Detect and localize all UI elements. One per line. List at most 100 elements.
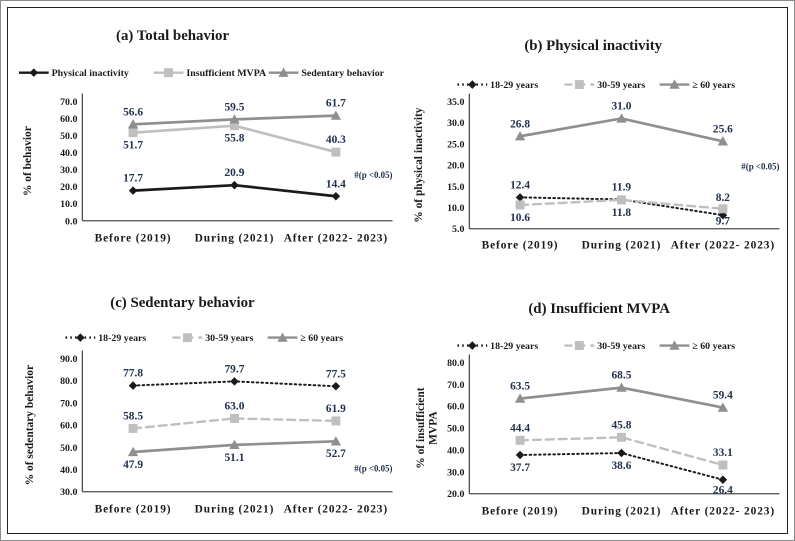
data-point-marker (515, 193, 524, 202)
y-tick-label: 60.0 (60, 420, 77, 431)
data-label: 8.2 (715, 192, 730, 204)
legend-item: 30-59 years (563, 80, 645, 91)
triangle-legend-icon (277, 331, 288, 342)
x-category-label: Before (2019) (95, 503, 172, 515)
data-label: 63.5 (510, 380, 530, 392)
y-tick-label: 35.0 (447, 97, 464, 108)
data-point-marker (330, 435, 342, 445)
y-tick-label: 5.0 (452, 224, 464, 235)
data-point-marker (230, 413, 239, 423)
legend-label: 18-29 years (490, 341, 538, 352)
legend-label: 30-59 years (205, 333, 253, 344)
data-label: 37.7 (510, 461, 530, 473)
data-point-marker (127, 119, 139, 129)
diamond-legend-icon (467, 340, 477, 350)
legend-item: 18-29 years (65, 333, 146, 344)
legend-label: Physical inactivity (52, 68, 129, 79)
data-label: 33.1 (712, 447, 732, 459)
data-label: 51.1 (225, 451, 245, 463)
y-axis-label: % of insufficient (414, 387, 426, 468)
data-label: 11.8 (611, 207, 631, 219)
x-category-label: After (2022- 2023) (284, 233, 388, 245)
y-axis-label: % of behavior (22, 126, 34, 196)
panel-b-physical-inactivity: (b) Physical inactivity 18-29 years 30-59 … (412, 38, 779, 252)
x-category-label: Before (2019) (95, 233, 172, 245)
data-label: 31.0 (611, 100, 631, 112)
square-legend-icon (164, 68, 174, 78)
legend-item: Sedentary behavior (268, 67, 385, 79)
panel-a-total-behavior: (a) Total behavior Physical inactivity Ins… (18, 28, 393, 245)
data-label: 59.5 (225, 101, 245, 113)
y-tick-label: 80.0 (447, 357, 464, 368)
data-point-marker (515, 200, 525, 210)
data-label: 11.9 (611, 182, 631, 194)
data-label: 25.6 (712, 123, 732, 135)
legend-label: ≥ 60 years (692, 80, 735, 91)
data-label: 52.7 (326, 448, 346, 460)
panel-title: (c) Sedentary behavior (110, 294, 255, 310)
data-label: 56.6 (123, 106, 143, 118)
data-label: 59.4 (712, 389, 732, 401)
data-point-marker (514, 131, 525, 141)
data-point-marker (128, 380, 138, 390)
panel-title: (a) Total behavior (116, 28, 229, 44)
data-point-marker (718, 474, 727, 484)
triangle-legend-icon (668, 79, 680, 89)
y-tick-label: 40.0 (60, 148, 77, 159)
data-label: 68.5 (611, 369, 631, 381)
y-tick-label: 30.0 (447, 467, 464, 478)
x-category-label: After (2022- 2023) (670, 505, 774, 517)
y-tick-label: 90.0 (60, 353, 77, 364)
legend-item: 30-59 years (172, 333, 253, 344)
y-tick-label: 70.0 (60, 97, 77, 108)
x-category-label: During (2021) (581, 505, 661, 517)
panel-d-insufficient-mvpa: (d) Insufficient MVPA 18-29 years 30-59 ye… (414, 300, 780, 517)
y-axis-label: MVPA (427, 410, 439, 444)
data-point-marker (128, 186, 138, 195)
y-tick-label: 80.0 (60, 376, 77, 387)
data-label: 26.8 (510, 118, 530, 130)
data-label: 44.4 (510, 422, 530, 434)
panel-title: (d) Insufficient MVPA (528, 300, 670, 316)
data-label: 38.6 (611, 459, 631, 471)
y-tick-label: 30.0 (60, 165, 77, 176)
y-tick-label: 60.0 (60, 114, 77, 125)
data-point-marker (514, 392, 525, 403)
data-point-marker (230, 376, 239, 386)
data-label: 77.8 (123, 367, 143, 379)
x-category-label: After (2022- 2023) (670, 240, 774, 252)
panel-c-sedentary-behavior: (c) Sedentary behavior 18-29 years 30-59 y… (24, 294, 393, 515)
data-point-marker (330, 110, 342, 120)
y-tick-label: 40.0 (60, 464, 77, 475)
y-tick-label: 10.0 (60, 199, 77, 210)
series-line (518, 198, 724, 210)
y-tick-label: 70.0 (60, 398, 77, 409)
data-point-marker (515, 435, 525, 445)
legend-item: ≥ 60 years (659, 79, 735, 91)
data-label: 10.6 (510, 212, 530, 224)
y-tick-label: 30.0 (60, 487, 77, 498)
data-label: 61.9 (326, 402, 346, 414)
data-label: 51.7 (123, 140, 143, 152)
significance-note: #(p <0.05) (354, 463, 392, 473)
x-category-label: During (2021) (581, 240, 661, 252)
legend-label: ≥ 60 years (300, 333, 343, 344)
legend-label: 18-29 years (98, 333, 146, 344)
data-label: 20.9 (225, 167, 245, 179)
legend-item: ≥ 60 years (267, 331, 343, 344)
diamond-legend-icon (29, 68, 39, 77)
legend-item: Physical inactivity (18, 68, 129, 79)
data-point-marker (717, 401, 728, 412)
panel-title: (b) Physical inactivity (524, 38, 662, 54)
data-point-marker (230, 180, 239, 190)
data-label: 58.5 (123, 410, 143, 422)
x-category-label: Before (2019) (481, 240, 558, 252)
legend-label: ≥ 60 years (692, 341, 735, 352)
data-label: 12.4 (510, 179, 530, 191)
data-point-marker (717, 460, 727, 470)
legend-item: ≥ 60 years (659, 339, 735, 352)
data-point-marker (515, 450, 524, 459)
data-point-marker (331, 147, 341, 157)
triangle-legend-icon (668, 339, 680, 350)
